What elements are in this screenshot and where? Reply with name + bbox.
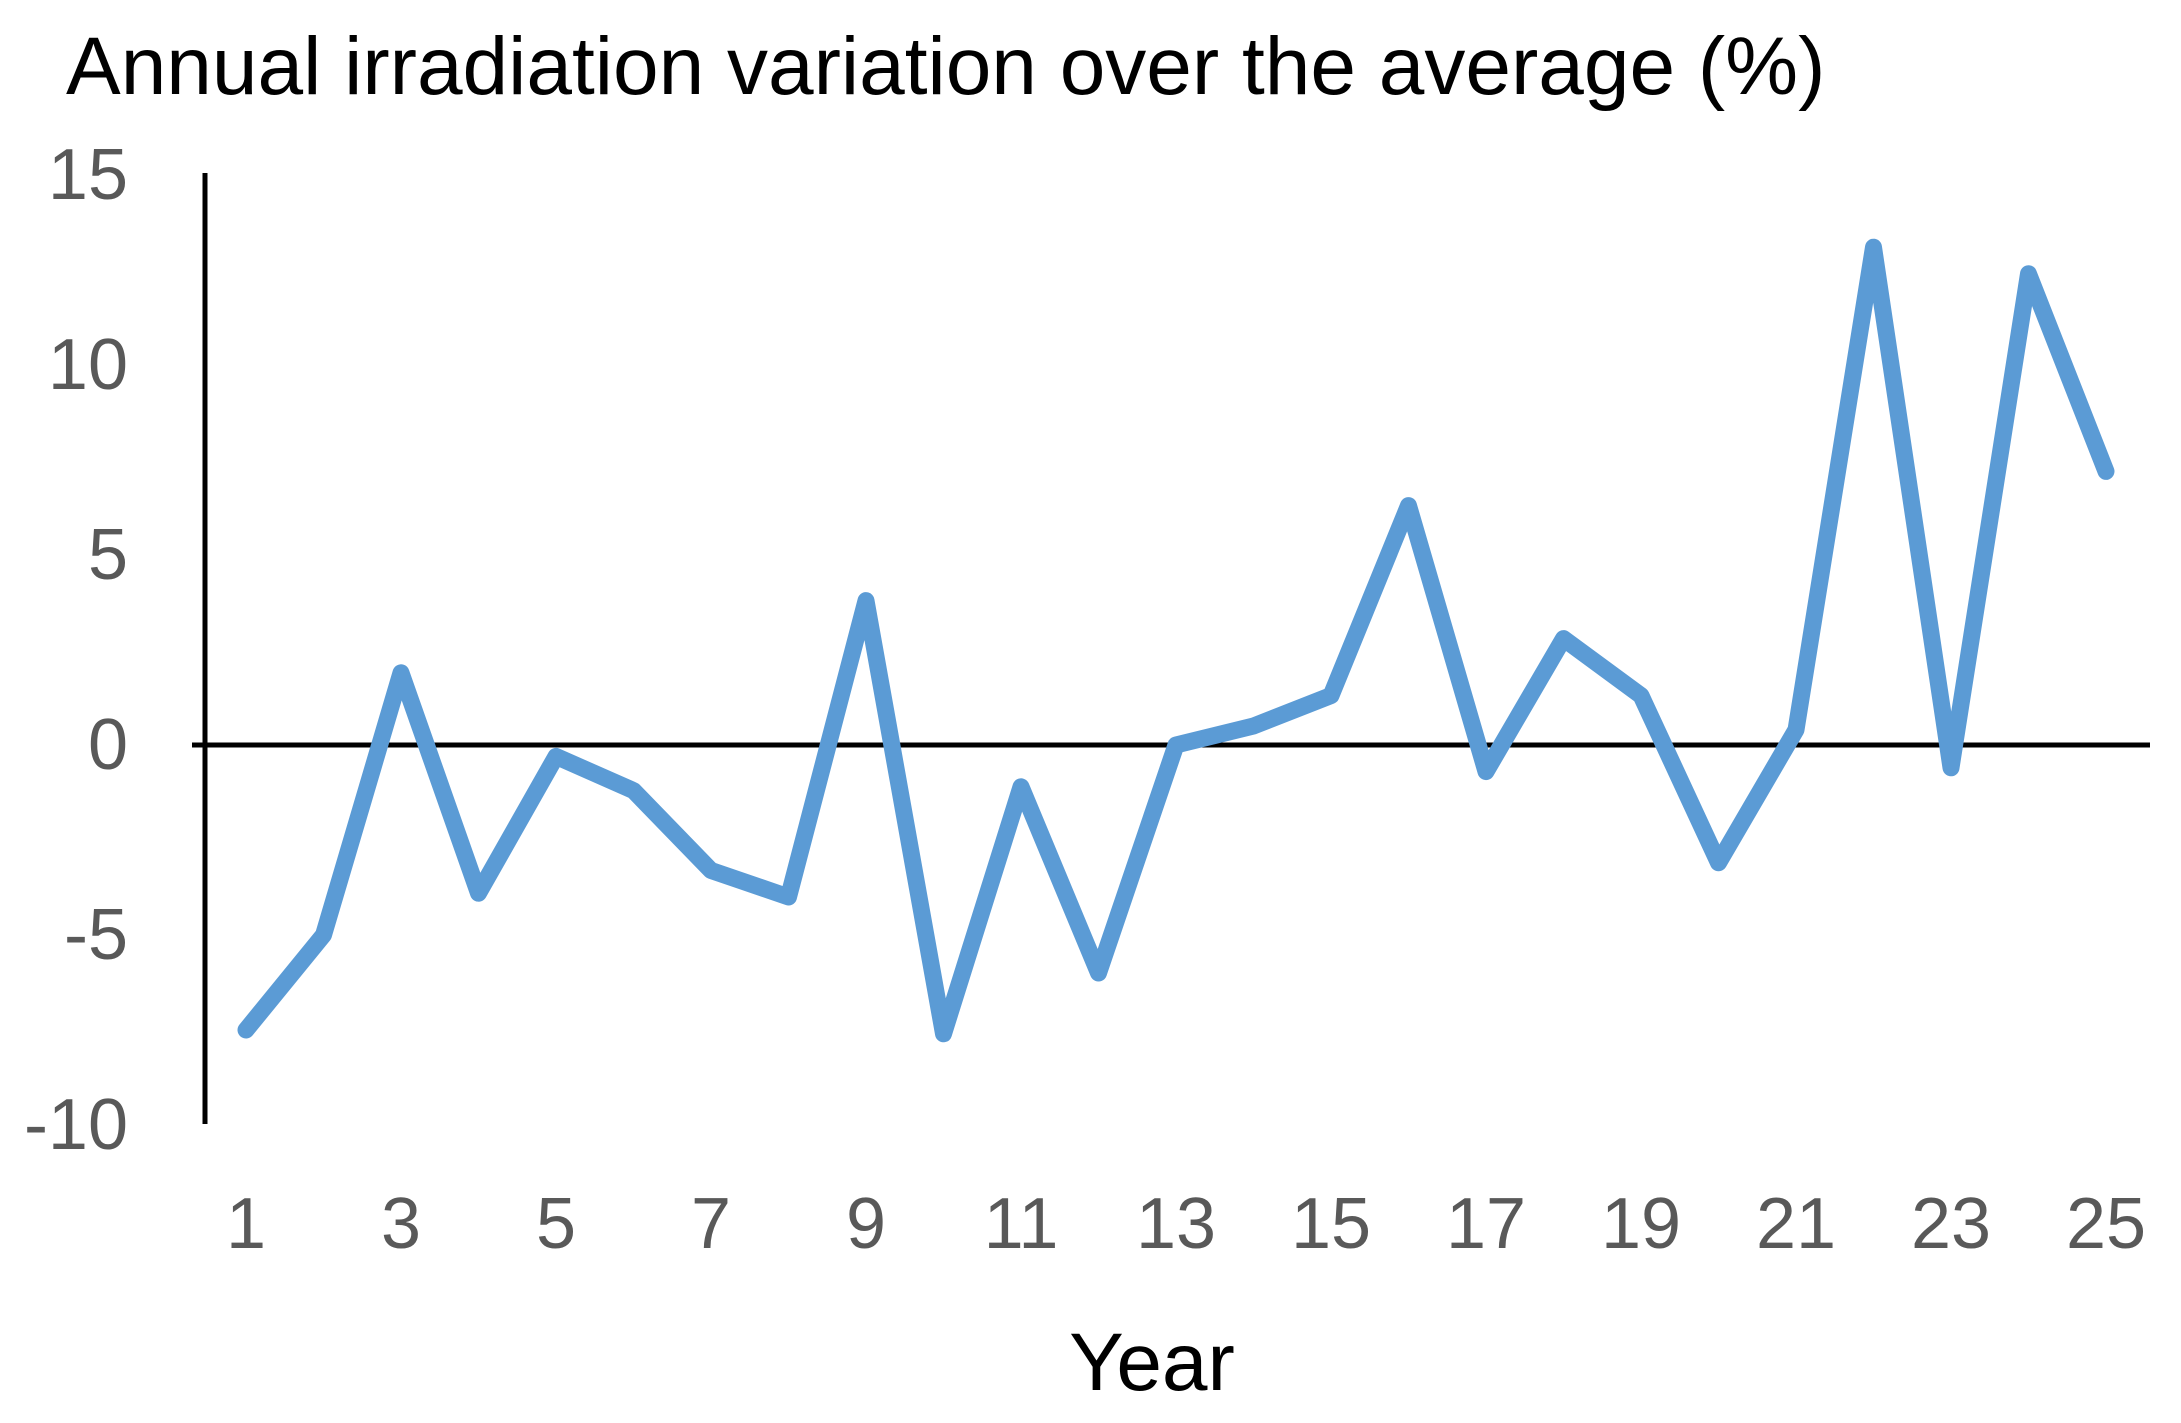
y-tick-label-10: 10 <box>47 325 128 405</box>
x-tick-label-13: 13 <box>1135 1184 1217 1264</box>
x-tick-label-3: 3 <box>380 1184 422 1264</box>
x-tick-label-9: 9 <box>845 1184 887 1264</box>
y-tick-label--10: -10 <box>23 1085 128 1165</box>
x-tick-label-1: 1 <box>225 1184 267 1264</box>
y-tick-label-15: 15 <box>47 135 128 215</box>
x-axis-title: Year <box>1069 1317 1235 1408</box>
x-tick-label-23: 23 <box>1910 1184 1992 1264</box>
x-tick-label-21: 21 <box>1755 1184 1837 1264</box>
x-tick-label-17: 17 <box>1445 1184 1527 1264</box>
x-tick-label-7: 7 <box>690 1184 732 1264</box>
x-tick-label-25: 25 <box>2065 1184 2147 1264</box>
x-tick-label-5: 5 <box>535 1184 577 1264</box>
y-tick-label-5: 5 <box>87 515 128 595</box>
y-tick-label--5: -5 <box>63 895 128 975</box>
y-tick-label-0: 0 <box>87 705 128 785</box>
x-tick-label-19: 19 <box>1600 1184 1682 1264</box>
chart-title: Annual irradiation variation over the av… <box>66 21 1826 112</box>
x-tick-label-11: 11 <box>983 1184 1059 1264</box>
x-tick-label-15: 15 <box>1290 1184 1372 1264</box>
data-line-series <box>237 238 2115 1043</box>
